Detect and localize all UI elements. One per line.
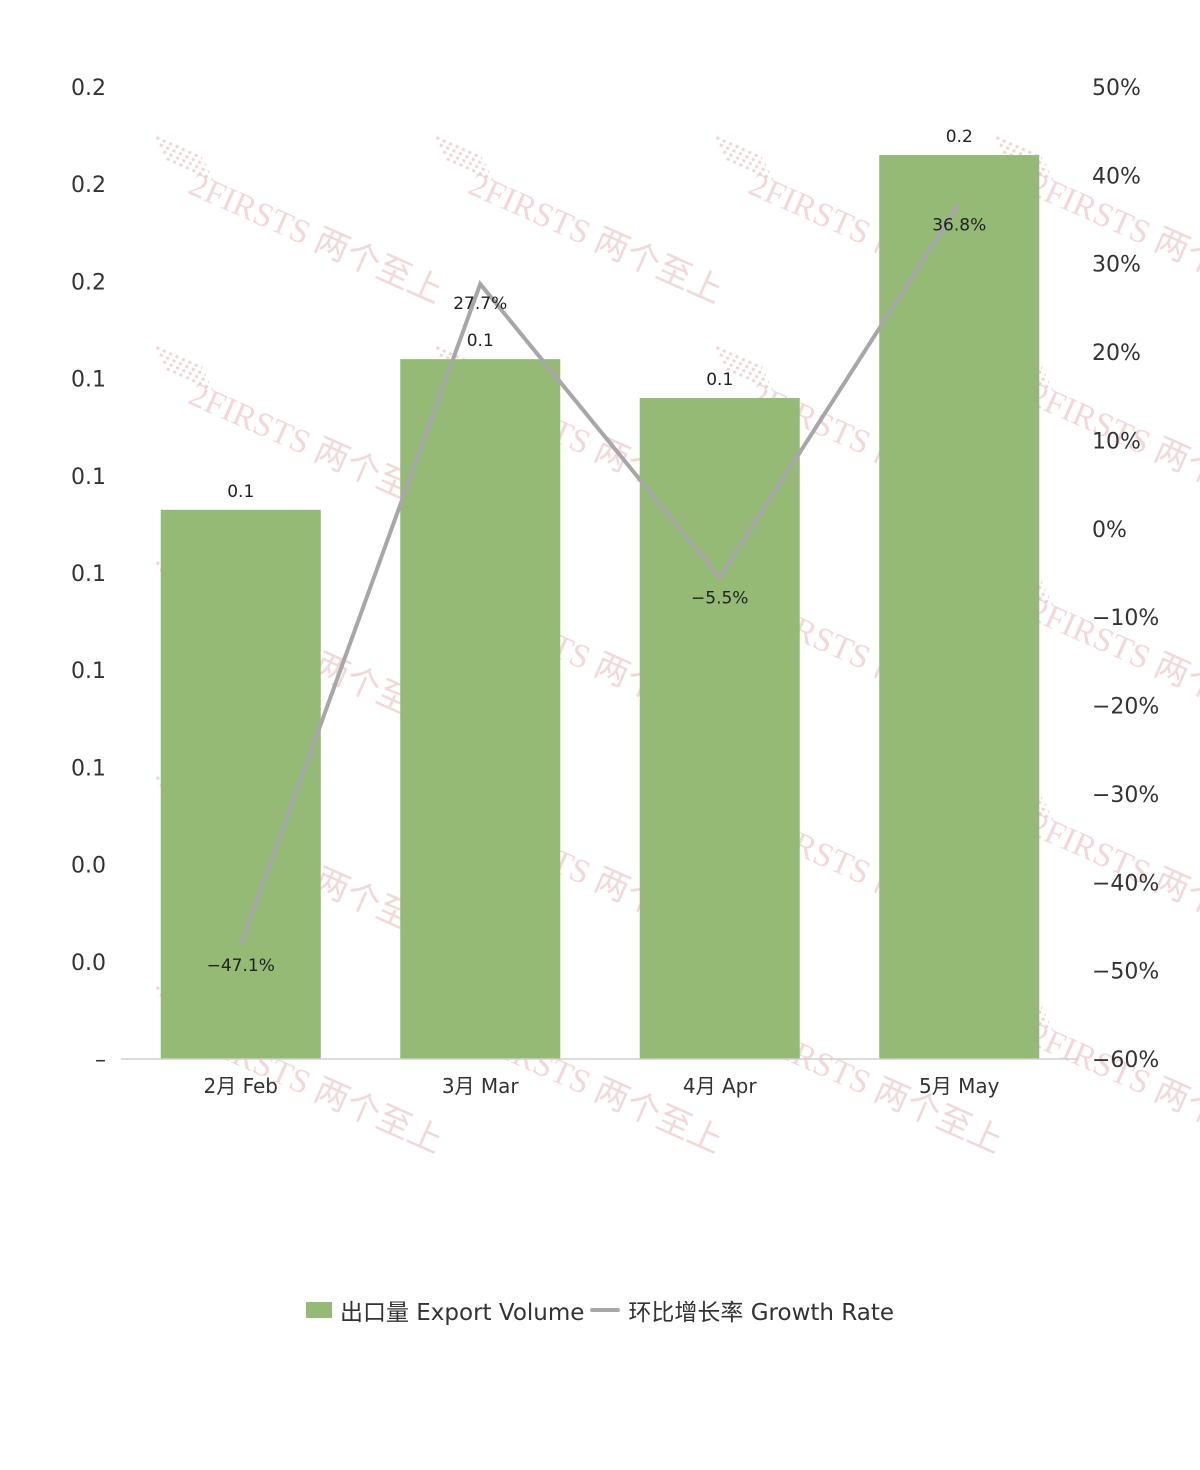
- right-tick-label: 10%: [1092, 429, 1141, 454]
- bar-data-label: 0.1: [227, 482, 254, 502]
- left-tick-label: 0.1: [71, 756, 106, 781]
- bar: [160, 509, 321, 1059]
- bar-series: [160, 155, 1040, 1060]
- line-data-label: −47.1%: [207, 956, 275, 976]
- x-tick-label: 2月 Feb: [204, 1074, 279, 1098]
- x-axis: 2月 Feb 3月 Mar 4月 Apr 5月 May: [204, 1074, 1000, 1098]
- watermark-mark: [1002, 150, 1050, 174]
- right-tick-label: −40%: [1092, 871, 1159, 896]
- legend-line-swatch-icon: [590, 1308, 621, 1312]
- legend-bar-swatch-icon: [305, 1302, 332, 1318]
- right-tick-label: −30%: [1092, 783, 1159, 808]
- watermark-mark: [166, 367, 214, 391]
- watermark-mark: [715, 346, 763, 370]
- watermark-mark: [999, 143, 1047, 167]
- watermark-mark: [166, 157, 214, 181]
- left-tick-label: 0.1: [71, 368, 106, 393]
- bar: [639, 398, 800, 1059]
- left-tick-label: 0.0: [71, 951, 106, 976]
- legend: 出口量 Export Volume 环比增长率 Growth Rate: [0, 1290, 1200, 1330]
- line-data-label: 36.8%: [932, 216, 986, 236]
- watermark-mark: [446, 157, 494, 181]
- line-data-label: −5.5%: [691, 588, 748, 608]
- watermark-mark: [435, 136, 483, 160]
- watermark-mark: [155, 346, 203, 370]
- right-tick-label: −20%: [1092, 695, 1159, 720]
- right-tick-label: −50%: [1092, 960, 1159, 985]
- left-tick-label: 0.1: [71, 562, 106, 587]
- bar-data-label: 0.1: [467, 331, 494, 351]
- watermark-mark: [722, 150, 770, 174]
- x-tick-label: 5月 May: [919, 1074, 1000, 1098]
- watermark-mark: [162, 360, 210, 384]
- watermark-mark: [439, 353, 487, 377]
- right-tick-label: 40%: [1092, 164, 1141, 189]
- watermark-text: 2FIRSTS 两个至上: [1023, 1016, 1200, 1161]
- left-tick-label: 0.1: [71, 659, 106, 684]
- line-data-label: 27.7%: [453, 294, 507, 314]
- watermark-mark: [442, 150, 490, 174]
- watermark-mark: [719, 353, 767, 377]
- left-tick-label: 0.2: [71, 173, 106, 198]
- bar: [879, 155, 1040, 1060]
- legend-item-export-volume[interactable]: 出口量 Export Volume: [305, 1293, 585, 1327]
- watermark-text: 2FIRSTS 两个至上: [183, 166, 447, 311]
- x-tick-label: 4月 Apr: [683, 1074, 757, 1098]
- watermark-mark: [155, 136, 203, 160]
- watermark-mark: [162, 150, 210, 174]
- right-tick-label: 0%: [1092, 518, 1127, 543]
- right-tick-label: 20%: [1092, 341, 1141, 366]
- left-tick-label: 0.2: [71, 76, 106, 101]
- right-tick-label: −60%: [1092, 1048, 1159, 1073]
- watermark-mark: [726, 367, 774, 391]
- watermark-mark: [995, 136, 1043, 160]
- right-tick-label: 30%: [1092, 253, 1141, 278]
- growth-rate-line: [238, 202, 961, 946]
- watermark-mark: [726, 157, 774, 181]
- left-tick-label: 0.0: [71, 854, 106, 879]
- left-tick-label: 0.1: [71, 465, 106, 490]
- watermark-mark: [435, 346, 483, 370]
- watermark-logo: 2FIRSTS 两个至上: [435, 136, 728, 311]
- watermark-logo: 2FIRSTS 两个至上: [155, 136, 448, 311]
- legend-item-growth-rate[interactable]: 环比增长率 Growth Rate: [584, 1293, 894, 1327]
- watermark-mark: [715, 136, 763, 160]
- left-axis: – 0.0 0.0 0.1 0.1 0.1 0.1 0.1 0.2 0.2 0.2: [71, 76, 106, 1073]
- left-tick-label: –: [95, 1048, 106, 1073]
- watermark-mark: [719, 143, 767, 167]
- bar-data-label: 0.1: [706, 370, 733, 390]
- left-tick-label: 0.2: [71, 270, 106, 295]
- watermark-mark: [722, 360, 770, 384]
- bar: [400, 359, 561, 1059]
- x-tick-label: 3月 Mar: [442, 1074, 520, 1098]
- bar-data-label: 0.2: [946, 127, 973, 147]
- watermark-text: 2FIRSTS 两个至上: [463, 166, 727, 311]
- watermark-mark: [159, 353, 207, 377]
- right-tick-label: 50%: [1092, 76, 1141, 101]
- watermark-mark: [159, 143, 207, 167]
- right-tick-label: −10%: [1092, 606, 1159, 631]
- watermark-mark: [439, 143, 487, 167]
- legend-label-growth-rate: 环比增长率 Growth Rate: [628, 1300, 895, 1326]
- legend-label-export-volume: 出口量 Export Volume: [339, 1300, 585, 1326]
- data-labels: 0.1 0.1 0.1 0.2 −47.1% 27.7% −5.5% 36.8%: [207, 127, 987, 976]
- right-axis: −60% −50% −40% −30% −20% −10% 0% 10% 20% 30% 40% 50…: [1092, 76, 1159, 1073]
